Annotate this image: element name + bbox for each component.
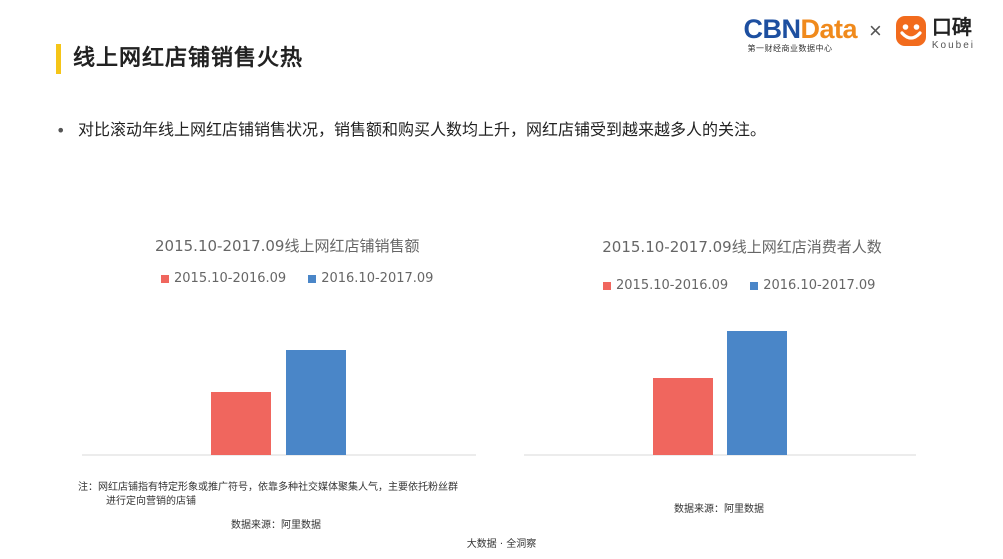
chart1-source: 数据来源：阿里数据 (231, 520, 321, 531)
chart2-legend-label: 2016.10-2017.09 (763, 278, 876, 293)
koubei-logo: 口碑 Koubei (932, 14, 975, 52)
chart1-legend-label: 2015.10-2016.09 (174, 271, 287, 286)
footnote-line-1: 注：网红店铺指有特定形象或推广符号，依靠多种社交媒体聚集人气，主要依托粉丝群 (78, 482, 458, 493)
chart1-title: 2015.10-2017.09线上网红店铺销售额 (155, 237, 420, 255)
chart1-bar-2016-2017 (286, 350, 346, 455)
cbn-text: CBN (743, 14, 801, 44)
chart2-bar-2016-2017 (727, 331, 787, 455)
title-accent-bar (56, 44, 61, 74)
chart2-source: 数据来源：阿里数据 (674, 504, 764, 515)
chart1-legend-item: 2016.10-2017.09 (308, 271, 433, 286)
chart2-legend: 2015.10-2016.09 2016.10-2017.09 (603, 278, 897, 293)
chart1-legend-item: 2015.10-2016.09 (161, 271, 286, 286)
cbndata-subtitle: 第一财经商业数据中心 (747, 44, 833, 53)
chart2-legend-item: 2016.10-2017.09 (750, 278, 875, 293)
bullet-dot: • (56, 121, 66, 140)
chart2-title: 2015.10-2017.09线上网红店消费者人数 (602, 238, 882, 256)
chart2-legend-swatch (750, 281, 759, 290)
chart1-legend: 2015.10-2016.09 2016.10-2017.09 (161, 271, 455, 286)
chart1-legend-label: 2016.10-2017.09 (321, 271, 434, 286)
koubei-smile-icon (895, 16, 926, 46)
koubei-name: 口碑 (931, 15, 972, 39)
chart1-footnote: 注：网红店铺指有特定形象或推广符号，依靠多种社交媒体聚集人气，主要依托粉丝群 进… (78, 481, 458, 509)
chart2-bar-2015-2016 (653, 378, 713, 455)
chart1-bar-2015-2016 (211, 392, 271, 455)
koubei-subtitle: Koubei (931, 40, 975, 51)
chart1-legend-swatch (308, 274, 317, 283)
cbndata-logo: CBNData 第一财经商业数据中心 (743, 14, 857, 54)
data-text: Data (800, 14, 857, 44)
chart2-legend-item: 2015.10-2016.09 (603, 278, 728, 293)
chart2-legend-label: 2015.10-2016.09 (616, 278, 729, 293)
chart2-legend-swatch (603, 281, 611, 290)
page-title: 线上网红店铺销售火热 (73, 46, 304, 71)
footnote-line-2: 进行定向营销的店铺 (106, 496, 196, 507)
footer-slogan: 大数据 · 全洞察 (466, 539, 537, 550)
times-separator: × (869, 18, 882, 43)
intro-text: 对比滚动年线上网红店铺销售状况，销售额和购买人数均上升，网红店铺受到越来越多人的… (78, 120, 767, 139)
brand-logos: CBNData 第一财经商业数据中心 × 口碑 Koubei (743, 14, 975, 58)
chart1-legend-swatch (161, 274, 169, 283)
